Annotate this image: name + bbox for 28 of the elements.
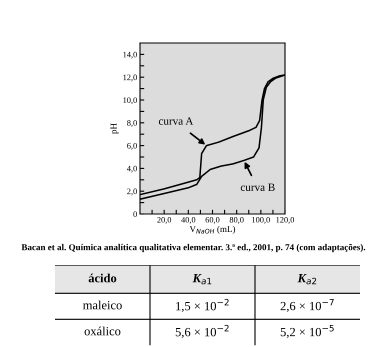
text: Bacan et al. Química analítica qualitativa elementar. 3.ª ed., 2001, p. 74 (com adaptações).	[22, 244, 366, 252]
x-tick-label: 40,0	[181, 217, 196, 224]
y-tick-label: 2,0	[127, 188, 137, 196]
x-tick-label: 20,0	[157, 217, 172, 224]
category-label: K$_{a1}$	[192, 274, 212, 284]
text: 1,5 × 10$^{−2}$	[176, 298, 229, 312]
annotation: curva A	[158, 117, 194, 125]
y-tick-label: 4,0	[126, 166, 137, 173]
category-label: maleico	[82, 300, 122, 310]
category-label: K$_{a2}$	[298, 274, 316, 284]
x-tick-label: 120,0	[276, 217, 294, 224]
y-tick-label: 0	[133, 211, 137, 217]
x-tick-label: 60,0	[206, 217, 220, 224]
x-tick-label: 100,0	[252, 217, 270, 224]
category-label: ácido	[88, 274, 116, 282]
x-axis-title: V$_{NaOH}$ (mL)	[190, 226, 236, 234]
text: 2,6 × 10$^{−7}$	[280, 298, 334, 312]
category-label: oxálico	[84, 326, 120, 336]
y-axis-title: pH	[110, 123, 118, 134]
y-tick-label: 12,0	[123, 74, 137, 82]
y-tick-label: 8,0	[127, 120, 137, 127]
y-tick-label: 10,0	[123, 97, 137, 104]
annotation: curva B	[240, 184, 275, 191]
y-tick-label: 6,0	[127, 142, 137, 150]
text: 5,6 × 10$^{−2}$	[176, 324, 229, 338]
y-tick-label: 14,0	[123, 52, 137, 59]
text: 5,2 × 10$^{−5}$	[280, 324, 334, 338]
x-tick-label: 80,0	[230, 217, 244, 224]
